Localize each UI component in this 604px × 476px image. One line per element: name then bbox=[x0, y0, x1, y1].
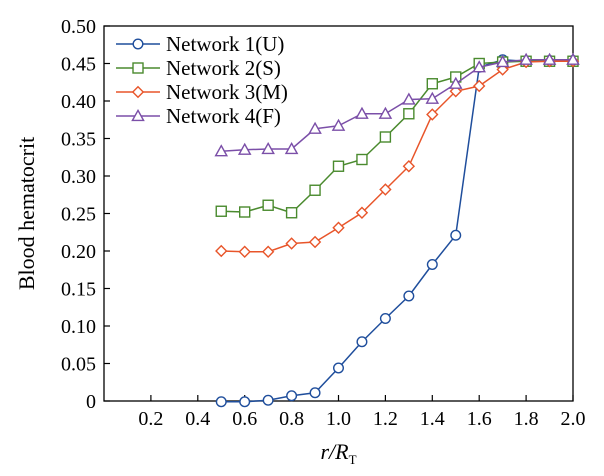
x-tick-label: 2.0 bbox=[561, 408, 586, 430]
y-tick-label: 0 bbox=[86, 391, 96, 413]
legend-marker bbox=[131, 108, 145, 122]
data-point bbox=[333, 362, 345, 374]
data-point bbox=[355, 106, 369, 119]
legend-item: Network 3(M) bbox=[116, 80, 288, 104]
legend-marker bbox=[132, 38, 144, 50]
data-point bbox=[426, 108, 439, 121]
x-tick-label: 1.8 bbox=[514, 408, 539, 430]
data-point bbox=[308, 121, 322, 134]
data-point bbox=[519, 52, 533, 65]
data-point bbox=[495, 54, 510, 68]
data-point bbox=[332, 160, 345, 172]
data-point bbox=[239, 396, 251, 408]
y-tick-label: 0.20 bbox=[61, 241, 96, 263]
data-point bbox=[355, 206, 369, 219]
data-point bbox=[448, 76, 463, 89]
legend-label: Network 3(M) bbox=[166, 80, 288, 104]
series-4 bbox=[214, 52, 580, 157]
y-tick-label: 0.40 bbox=[61, 91, 96, 113]
data-point bbox=[309, 387, 321, 399]
data-point bbox=[238, 206, 251, 218]
data-point bbox=[378, 106, 393, 119]
legend-marker bbox=[132, 62, 144, 74]
x-tick-label: 1.4 bbox=[420, 408, 445, 430]
data-point bbox=[215, 205, 227, 217]
data-point bbox=[425, 91, 440, 104]
data-point bbox=[238, 245, 251, 258]
legend-item: Network 4(F) bbox=[116, 104, 281, 128]
data-point bbox=[284, 141, 299, 155]
data-point bbox=[403, 108, 415, 120]
x-tick-label: 0.8 bbox=[279, 408, 304, 430]
series-line bbox=[221, 59, 573, 152]
series-line bbox=[221, 60, 573, 253]
series-layer bbox=[214, 52, 580, 408]
data-point bbox=[331, 118, 346, 131]
data-point bbox=[356, 153, 368, 166]
y-tick-label: 0.15 bbox=[61, 279, 96, 301]
x-tick-label: 1.6 bbox=[467, 408, 492, 430]
x-tick-label: 1.2 bbox=[373, 408, 398, 430]
data-point bbox=[356, 336, 368, 348]
data-point bbox=[261, 245, 275, 258]
legend-item: Network 1(U) bbox=[116, 32, 284, 56]
data-point bbox=[262, 394, 274, 406]
x-tick-label: 0.4 bbox=[185, 408, 210, 430]
legend-item: Network 2(S) bbox=[116, 56, 281, 80]
x-axis-label: r/RT bbox=[320, 439, 356, 467]
data-point bbox=[472, 60, 486, 73]
y-tick-label: 0.50 bbox=[61, 16, 96, 38]
data-point bbox=[309, 184, 321, 196]
y-axis-label: Blood hematocrit bbox=[14, 137, 39, 290]
legend: Network 1(U)Network 2(S)Network 3(M)Netw… bbox=[116, 32, 288, 128]
y-tick-label: 0.30 bbox=[61, 166, 96, 188]
y-tick-label: 0.05 bbox=[61, 354, 96, 376]
data-point bbox=[403, 290, 415, 302]
data-point bbox=[473, 79, 486, 93]
data-point bbox=[285, 237, 298, 250]
y-tick-label: 0.10 bbox=[61, 316, 96, 338]
y-tick-label: 0.45 bbox=[61, 54, 96, 76]
data-point bbox=[379, 183, 392, 196]
y-tick-label: 0.35 bbox=[61, 129, 96, 151]
data-point bbox=[214, 144, 229, 157]
data-point bbox=[379, 131, 392, 143]
data-point bbox=[402, 160, 416, 173]
data-point bbox=[542, 52, 557, 65]
data-point bbox=[379, 313, 391, 325]
data-point bbox=[426, 78, 438, 90]
legend-label: Network 2(S) bbox=[166, 56, 281, 80]
data-point bbox=[566, 52, 580, 65]
y-tick-label: 0.25 bbox=[61, 204, 96, 226]
data-point bbox=[332, 221, 345, 234]
data-point bbox=[308, 235, 322, 249]
legend-marker bbox=[131, 85, 145, 99]
data-point bbox=[215, 396, 227, 408]
data-point bbox=[286, 390, 298, 402]
data-point bbox=[261, 141, 275, 155]
legend-label: Network 4(F) bbox=[166, 104, 281, 128]
data-point bbox=[215, 244, 228, 258]
data-point bbox=[402, 92, 416, 105]
axes: 0.2 0.4 0.6 0.8 1.0 1.2 1.4 1.6 1.8 2.0 0 0.05 0.10 0… bbox=[61, 16, 586, 430]
data-point bbox=[262, 199, 274, 211]
legend-label: Network 1(U) bbox=[166, 32, 284, 56]
x-tick-label: 0.2 bbox=[138, 408, 163, 430]
data-point bbox=[426, 259, 438, 271]
data-point bbox=[285, 207, 298, 219]
data-point bbox=[237, 142, 252, 155]
x-tick-label: 1.0 bbox=[326, 408, 351, 430]
x-tick-label: 0.6 bbox=[232, 408, 257, 430]
data-point bbox=[450, 229, 462, 241]
